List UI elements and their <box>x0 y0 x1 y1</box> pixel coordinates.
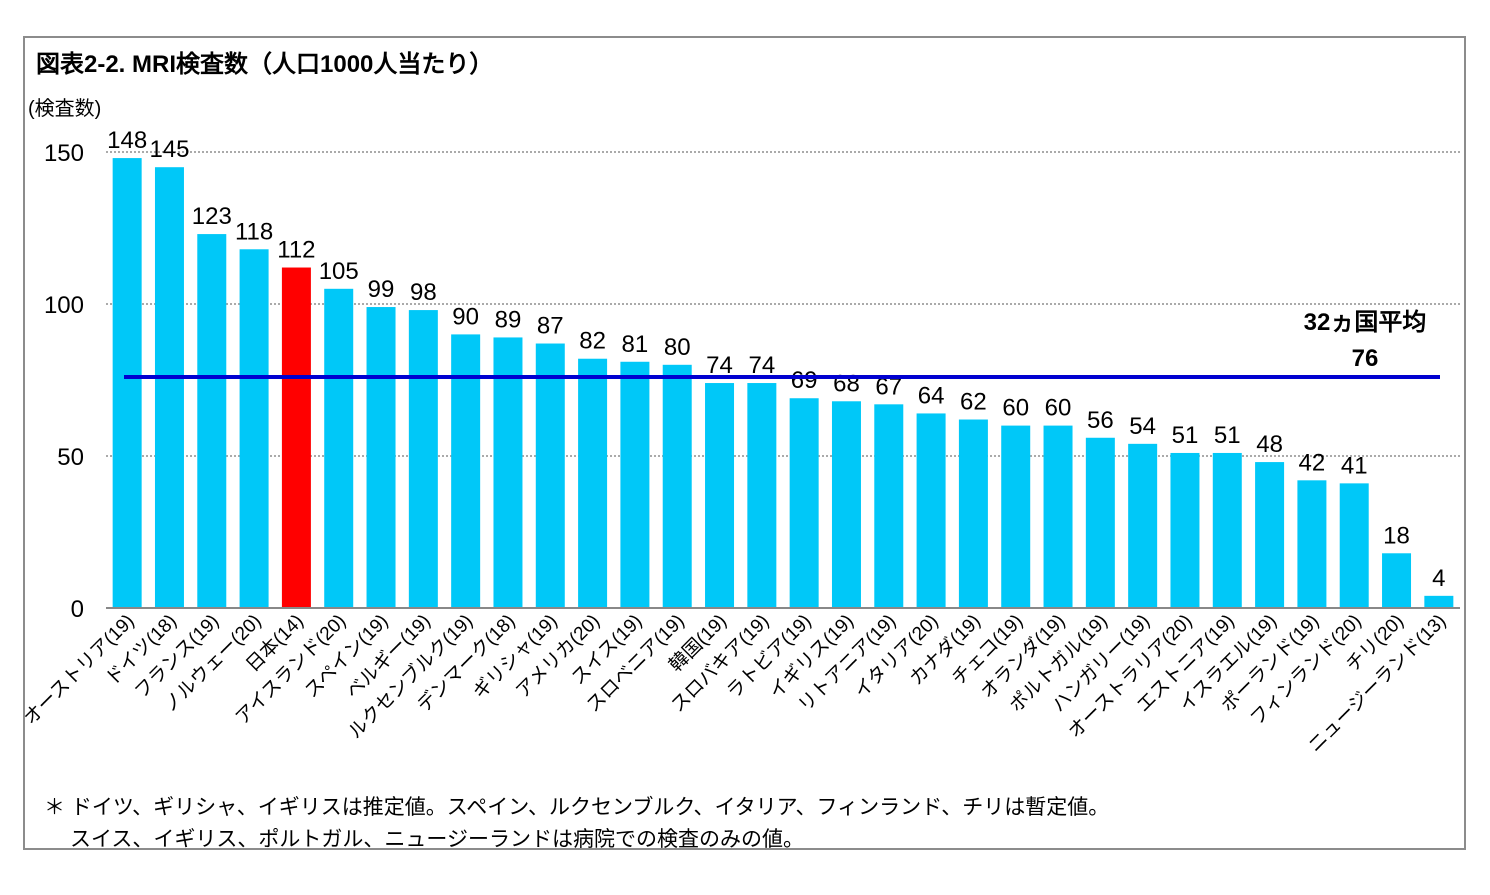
bar <box>1212 452 1242 608</box>
data-label: 60 <box>1045 395 1072 422</box>
bar <box>239 249 269 608</box>
data-label: 89 <box>495 306 522 333</box>
footnote-line-2: スイス、イギリス、ポルトガル、ニュージーランドは病院での検査のみの値。 <box>70 828 804 851</box>
average-label: 32ヵ国平均 <box>1304 308 1427 336</box>
bar <box>620 361 650 608</box>
data-label: 42 <box>1299 449 1326 476</box>
data-label: 80 <box>664 334 691 361</box>
bar <box>578 358 608 608</box>
data-label: 105 <box>319 258 359 285</box>
bar <box>916 413 946 608</box>
bar <box>789 398 819 608</box>
bar <box>451 334 481 608</box>
bar <box>1255 462 1285 608</box>
data-label: 90 <box>452 303 479 330</box>
bar <box>1001 425 1031 608</box>
data-label: 62 <box>960 389 987 416</box>
footnote-line-1: ＊ ドイツ、ギリシャ、イギリスは推定値。スペイン、ルクセンブルク、イタリア、フィ… <box>44 796 1110 819</box>
bar <box>747 383 777 608</box>
data-label: 123 <box>192 203 232 230</box>
data-label: 99 <box>368 276 395 303</box>
data-label: 60 <box>1002 395 1029 422</box>
bar <box>154 167 184 608</box>
data-label: 54 <box>1129 413 1156 440</box>
y-tick-label: 150 <box>44 140 84 167</box>
data-label: 118 <box>235 218 273 245</box>
data-label: 148 <box>107 127 147 154</box>
chart-title: 図表2-2. MRI検査数（人口1000人当たり） <box>36 51 494 78</box>
bar <box>662 364 692 608</box>
data-label: 18 <box>1383 522 1410 549</box>
data-label: 64 <box>918 382 945 409</box>
data-label: 87 <box>537 313 564 340</box>
bar <box>831 401 861 608</box>
bar <box>1424 595 1454 608</box>
bar <box>535 343 565 608</box>
y-tick-label: 0 <box>71 596 84 623</box>
data-label: 112 <box>277 237 315 264</box>
data-label: 74 <box>706 352 733 379</box>
bar <box>281 267 311 608</box>
data-label: 74 <box>748 352 775 379</box>
bar <box>112 158 142 608</box>
y-tick-label: 50 <box>57 444 84 471</box>
bar <box>1297 480 1327 608</box>
data-label: 48 <box>1256 431 1283 458</box>
data-label: 69 <box>791 367 818 394</box>
y-tick-label: 100 <box>44 292 84 319</box>
bar <box>324 288 354 608</box>
average-value: 76 <box>1352 345 1379 372</box>
data-label: 56 <box>1087 407 1114 434</box>
bar <box>958 419 988 608</box>
data-label: 81 <box>622 331 649 358</box>
data-label: 51 <box>1172 422 1199 449</box>
bar <box>366 307 396 608</box>
bar <box>705 383 735 608</box>
bar <box>1043 425 1073 608</box>
bar <box>1339 483 1369 608</box>
bar <box>874 404 904 608</box>
data-label: 41 <box>1341 452 1368 479</box>
bar <box>1170 452 1200 608</box>
data-label: 51 <box>1214 422 1241 449</box>
bar <box>1128 443 1158 608</box>
bar <box>493 337 523 608</box>
y-axis-label: (検査数) <box>28 98 102 120</box>
data-label: 68 <box>833 370 860 397</box>
chart-frame <box>23 36 1466 850</box>
footnote: ＊ ドイツ、ギリシャ、イギリスは推定値。スペイン、ルクセンブルク、イタリア、フィ… <box>44 792 1109 856</box>
data-label: 4 <box>1432 565 1445 592</box>
data-label: 82 <box>579 328 606 355</box>
bar <box>408 310 438 608</box>
bar <box>1085 437 1115 608</box>
data-label: 98 <box>410 279 437 306</box>
bar <box>1382 553 1412 608</box>
bar <box>197 234 227 608</box>
data-label: 145 <box>149 136 189 163</box>
